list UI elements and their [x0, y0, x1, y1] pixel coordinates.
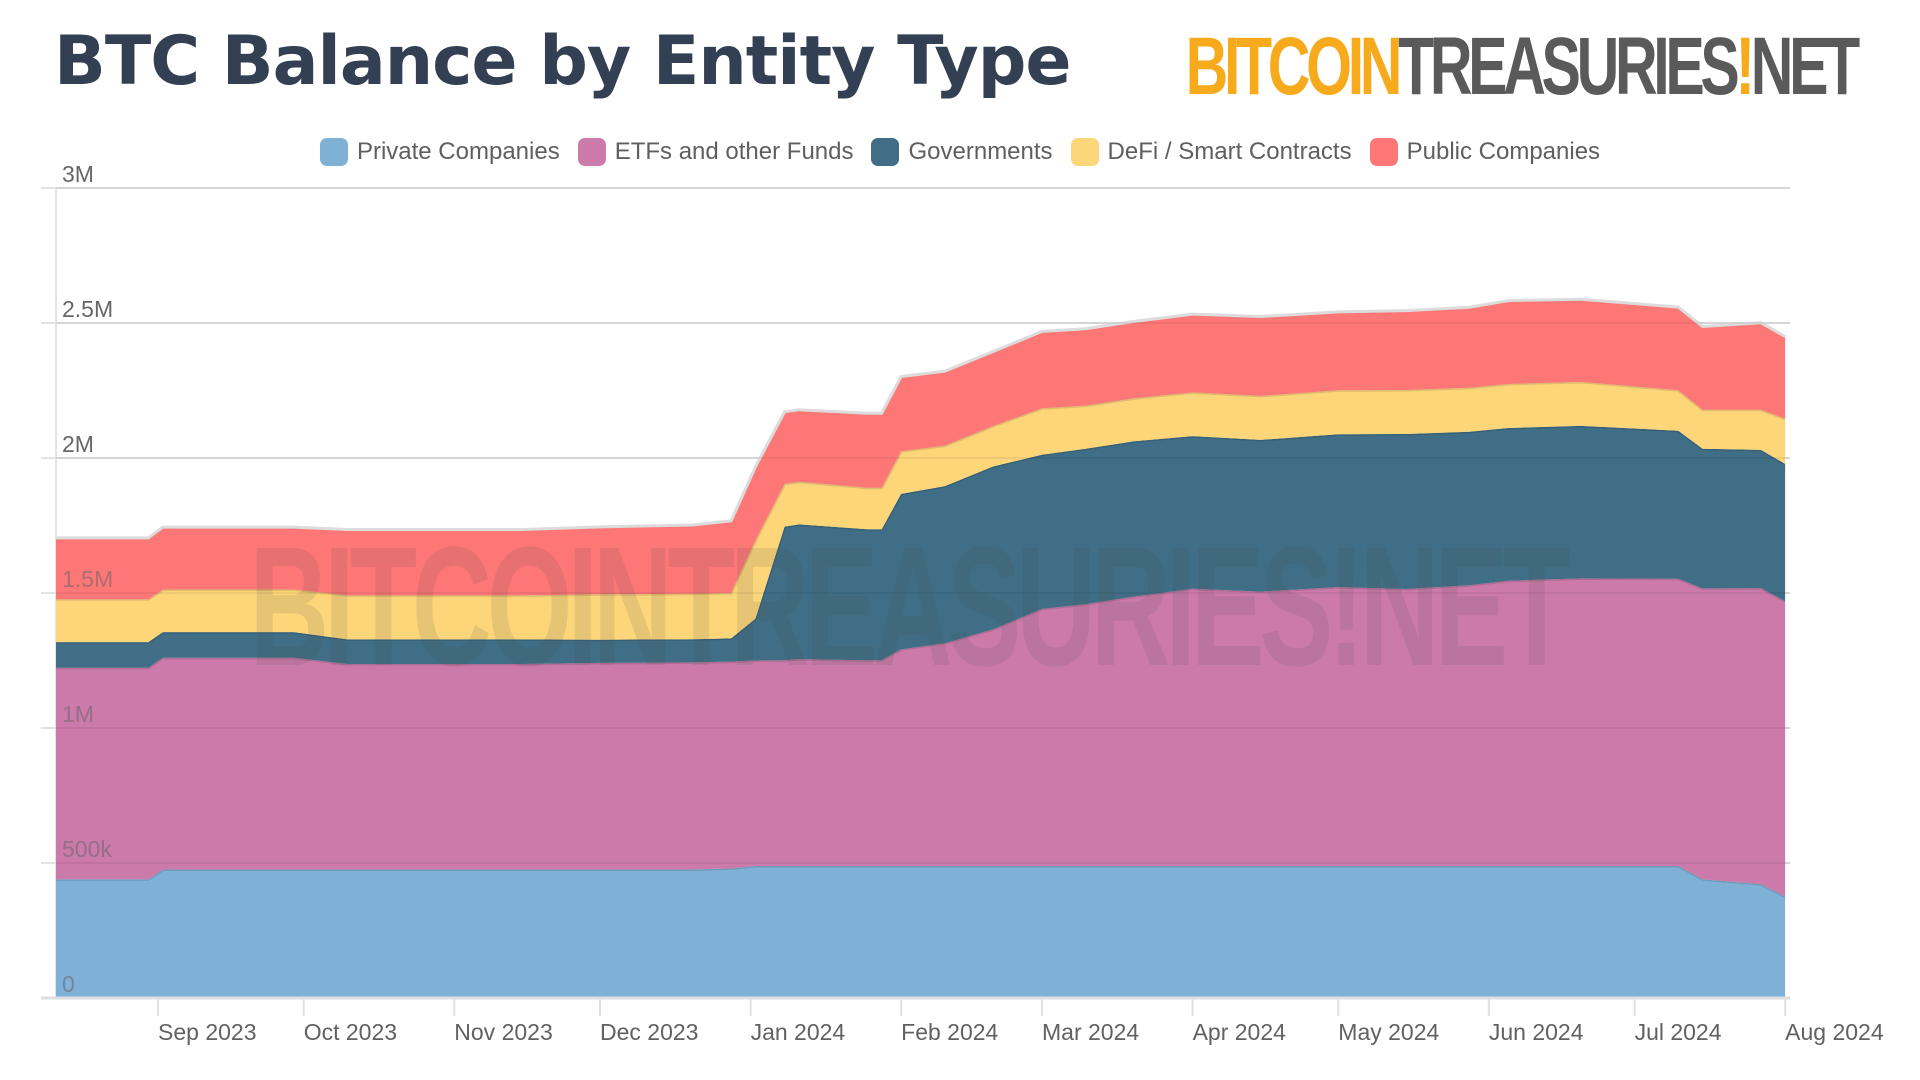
x-tick-label: Jan 2024: [751, 1019, 846, 1045]
x-tick-label: Dec 2023: [600, 1019, 698, 1045]
area-governments[interactable]: [56, 425, 1786, 668]
watermark: BITCOINTREASURIES!NET: [249, 511, 1569, 702]
area-private-companies[interactable]: [56, 866, 1786, 998]
chart-legend: Private Companies ETFs and other Funds Gov…: [0, 138, 1920, 166]
area-defi-smart-contracts[interactable]: [56, 381, 1786, 643]
legend-item[interactable]: Governments: [871, 138, 1053, 166]
area-etfs-and-other-funds[interactable]: [56, 578, 1786, 897]
area-series: [56, 187, 1790, 999]
chart-title: BTC Balance by Entity Type: [54, 22, 1072, 101]
x-tick-label: Oct 2023: [304, 1019, 397, 1045]
legend-label: DeFi / Smart Contracts: [1107, 138, 1352, 165]
legend-item[interactable]: ETFs and other Funds: [577, 138, 854, 166]
x-axis: Sep 2023 Oct 2023 Nov 2023 Dec 2023 Jan 2024…: [41, 996, 1884, 1045]
legend-label: ETFs and other Funds: [614, 138, 854, 165]
y-tick-label: 1.5M: [62, 566, 113, 592]
legend-swatch: [577, 138, 606, 166]
legend-swatch: [1369, 138, 1398, 166]
x-tick-label: Feb 2024: [901, 1019, 998, 1045]
y-tick-label: 1M: [62, 701, 94, 727]
x-tick-label: Apr 2024: [1193, 1019, 1287, 1045]
area-public-companies[interactable]: [56, 299, 1786, 600]
brand-logo-part3: NET: [1750, 21, 1860, 112]
brand-logo-part2: TREASURIES: [1398, 21, 1740, 112]
x-tick-label: Jul 2024: [1635, 1019, 1722, 1045]
legend-item[interactable]: Public Companies: [1369, 138, 1601, 166]
series-line: [56, 297, 1786, 540]
legend-item[interactable]: DeFi / Smart Contracts: [1070, 138, 1352, 166]
brand-logo-part1: BITCOIN: [1185, 21, 1403, 112]
y-axis: 0 500k 1M 1.5M 2M 2.5M 3M: [62, 161, 113, 997]
brand-logo: BITCOINTREASURIES!NET: [1186, 26, 1861, 108]
legend-label: Governments: [908, 138, 1053, 165]
legend-swatch: [319, 138, 348, 166]
y-tick-label: 2.5M: [62, 296, 113, 322]
y-tick-label: 0: [62, 971, 75, 997]
x-tick-label: May 2024: [1338, 1019, 1439, 1045]
brand-logo-bang: !: [1735, 21, 1756, 112]
legend-label: Public Companies: [1406, 138, 1601, 165]
legend-swatch: [1070, 138, 1099, 166]
y-tick-label: 3M: [62, 161, 94, 187]
legend-label: Private Companies: [356, 138, 560, 165]
x-tick-label: Sep 2023: [158, 1019, 256, 1045]
x-tick-label: Mar 2024: [1042, 1019, 1139, 1045]
legend-item[interactable]: Private Companies: [319, 138, 560, 166]
legend-swatch: [871, 138, 900, 166]
x-tick-label: Aug 2024: [1785, 1019, 1884, 1045]
x-tick-label: Nov 2023: [454, 1019, 552, 1045]
y-tick-label: 500k: [62, 836, 112, 862]
y-tick-label: 2M: [62, 431, 94, 457]
x-tick-label: Jun 2024: [1489, 1019, 1584, 1045]
